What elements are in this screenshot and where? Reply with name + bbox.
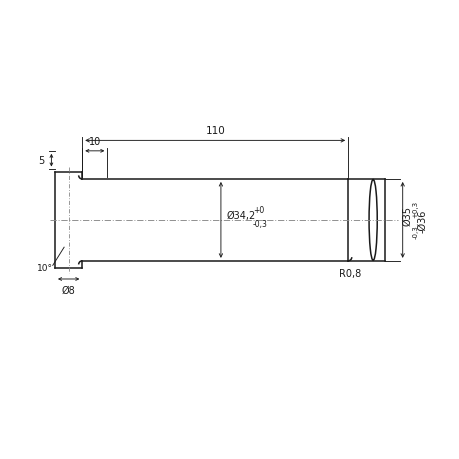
Text: Ø8: Ø8 [62, 285, 75, 295]
Text: +0,3: +0,3 [412, 201, 418, 218]
Text: R0,8: R0,8 [338, 268, 360, 278]
Text: 110: 110 [205, 126, 224, 136]
Text: -0,3: -0,3 [252, 219, 267, 229]
Text: +0: +0 [252, 206, 263, 215]
Text: Ø35: Ø35 [401, 206, 411, 226]
Text: 5: 5 [38, 156, 45, 166]
Text: 10: 10 [89, 137, 101, 147]
Text: 10°: 10° [37, 263, 53, 273]
Text: -Ø36: -Ø36 [417, 209, 427, 232]
Text: Ø34,2: Ø34,2 [226, 211, 255, 221]
Text: -0,3: -0,3 [412, 225, 418, 239]
